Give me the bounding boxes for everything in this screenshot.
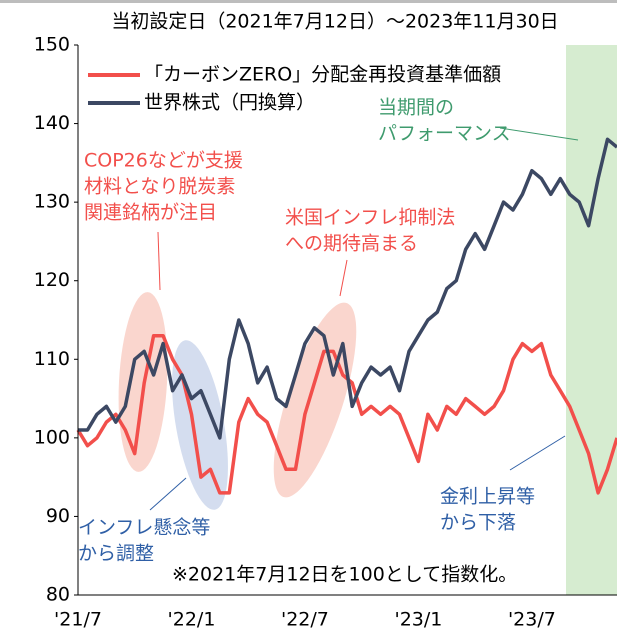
y-tick-label: 140	[34, 112, 70, 134]
pointer-line	[339, 259, 348, 297]
period-highlight	[566, 45, 617, 595]
pointer-line	[499, 127, 579, 141]
pointer-line	[157, 231, 161, 291]
annotation: 材料となり脱炭素	[84, 176, 235, 198]
y-tick-label: 80	[46, 584, 70, 606]
annotation: COP26などが支援	[84, 150, 243, 172]
annotation: への期待高まる	[285, 233, 418, 255]
pointer-line	[149, 477, 187, 511]
annotation: 金利上昇等	[440, 486, 535, 508]
annotation: インフレ懸念等	[78, 516, 210, 539]
y-tick-label: 100	[34, 426, 70, 448]
pointer-line	[509, 435, 566, 471]
y-tick-label: 110	[34, 348, 70, 370]
series-line	[78, 137, 617, 440]
x-tick-label: '23/1	[394, 609, 442, 631]
annotation: パフォーマンス	[378, 123, 511, 145]
plot	[76, 137, 617, 495]
x-tick-label: '22/7	[281, 609, 329, 631]
chart-title: 当初設定日（2021年7月12日）～2023年11月30日	[111, 11, 558, 33]
legend-label: 「カーボンZERO」分配金再投資基準価額	[144, 64, 501, 86]
y-tick-label: 130	[34, 191, 70, 213]
x-tick-label: '23/7	[508, 609, 556, 631]
top-border	[0, 0, 617, 3]
annotation: 米国インフレ抑制法	[285, 207, 455, 229]
highlight-ellipse	[273, 302, 357, 498]
note: ※2021年7月12日を100として指数化。	[172, 564, 517, 586]
x-tick-label: '21/7	[54, 609, 102, 631]
x-tick-label: '22/1	[168, 609, 216, 631]
annotation: から調整	[78, 543, 154, 565]
y-tick-label: 150	[34, 34, 70, 56]
annotation: 当期間の	[378, 97, 454, 119]
annotation: 関連銘柄が注目	[84, 202, 217, 224]
y-tick-label: 120	[34, 269, 70, 291]
legend-label: 世界株式（円換算）	[144, 92, 315, 114]
annotation: から下落	[440, 512, 516, 534]
y-tick-label: 90	[46, 505, 70, 527]
